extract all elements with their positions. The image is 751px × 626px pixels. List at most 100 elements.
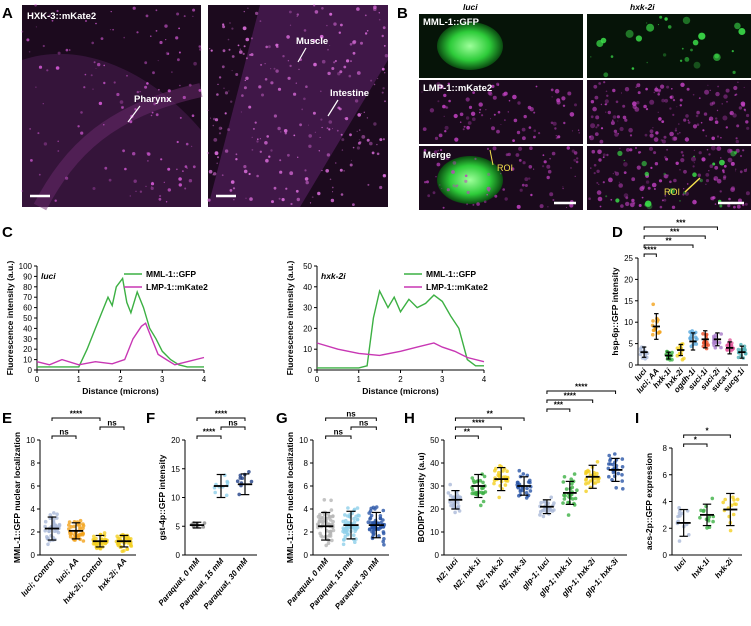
data-point bbox=[470, 476, 475, 480]
data-point bbox=[120, 549, 125, 554]
significance-label: **** bbox=[215, 410, 228, 419]
data-point bbox=[701, 332, 705, 336]
data-point bbox=[584, 489, 588, 494]
data-point bbox=[638, 352, 643, 357]
y-tick-label: 8 bbox=[304, 459, 309, 468]
significance-label: ns bbox=[346, 410, 356, 419]
significance-bracket bbox=[454, 417, 525, 421]
data-point bbox=[584, 469, 588, 474]
data-point bbox=[596, 479, 601, 484]
y-tick-label: 6 bbox=[31, 482, 36, 491]
data-point bbox=[563, 493, 567, 498]
y-tick-label: 90 bbox=[23, 272, 32, 281]
data-point bbox=[68, 534, 73, 539]
y-tick-label: 10 bbox=[171, 494, 180, 503]
data-point bbox=[620, 473, 624, 477]
data-point bbox=[705, 526, 709, 530]
y-tick-label: 0 bbox=[31, 551, 36, 560]
data-point bbox=[57, 523, 62, 528]
data-point bbox=[381, 530, 386, 534]
category-label: luci bbox=[672, 556, 688, 573]
data-point bbox=[78, 518, 83, 523]
data-point bbox=[67, 520, 72, 524]
y-tick-label: 50 bbox=[303, 262, 312, 271]
significance-bracket bbox=[51, 417, 101, 421]
data-point bbox=[595, 471, 599, 476]
data-point bbox=[343, 513, 347, 517]
data-point bbox=[377, 534, 381, 538]
label-pharynx: Pharynx bbox=[134, 94, 172, 105]
data-point bbox=[117, 542, 121, 546]
data-point bbox=[742, 347, 746, 352]
data-point bbox=[76, 522, 80, 527]
data-point bbox=[699, 508, 703, 513]
data-point bbox=[345, 532, 350, 537]
significance-bracket bbox=[350, 426, 377, 430]
micrograph-a-right: Muscle Intestine bbox=[207, 4, 389, 207]
significance-bracket bbox=[643, 235, 706, 239]
data-point bbox=[129, 544, 134, 548]
data-point bbox=[343, 534, 348, 539]
data-point bbox=[322, 498, 327, 502]
significance-label: **** bbox=[644, 246, 657, 255]
data-point bbox=[321, 522, 325, 527]
data-point bbox=[80, 532, 85, 537]
significance-bracket bbox=[99, 426, 125, 430]
y-tick-label: 8 bbox=[663, 444, 668, 453]
data-point bbox=[528, 489, 533, 493]
data-point bbox=[670, 350, 674, 355]
data-point bbox=[52, 511, 56, 515]
y-axis-label: Fluorescence intensity (a.u.) bbox=[5, 260, 15, 375]
y-tick-label: 60 bbox=[23, 304, 32, 313]
data-point bbox=[479, 503, 483, 508]
significance-label: ns bbox=[107, 419, 117, 428]
data-point bbox=[373, 507, 377, 511]
data-point bbox=[53, 537, 57, 542]
panel-letter-f: F bbox=[146, 410, 155, 427]
arrow-intestine bbox=[327, 99, 339, 117]
data-point bbox=[353, 540, 357, 544]
nucleus-b-merge bbox=[437, 156, 503, 204]
data-point bbox=[475, 479, 479, 484]
y-axis-label: MML-1::GFP nuclear localization bbox=[12, 432, 22, 563]
data-point bbox=[94, 536, 98, 541]
x-tick-label: 0 bbox=[35, 375, 40, 384]
data-point bbox=[315, 522, 320, 527]
data-point bbox=[327, 529, 332, 534]
significance-label: *** bbox=[670, 228, 680, 237]
arrow-muscle bbox=[297, 47, 307, 63]
data-point bbox=[368, 517, 372, 521]
y-tick-label: 0 bbox=[663, 551, 668, 560]
data-point bbox=[677, 511, 682, 516]
data-point bbox=[689, 344, 694, 349]
y-tick-label: 2 bbox=[663, 524, 668, 533]
y-tick-label: 10 bbox=[303, 345, 312, 354]
significance-label: *** bbox=[676, 219, 686, 228]
data-point bbox=[639, 345, 644, 350]
data-point bbox=[341, 542, 346, 547]
data-point bbox=[497, 474, 502, 479]
y-tick-label: 25 bbox=[624, 254, 633, 263]
data-point bbox=[620, 457, 625, 461]
y-tick-label: 30 bbox=[303, 304, 312, 313]
category-label: Paraquat, 30 mM bbox=[202, 556, 250, 611]
y-axis-label: hsp-6p::GFP intensity bbox=[610, 267, 620, 355]
column-header-luci: luci bbox=[463, 2, 478, 12]
data-point bbox=[448, 493, 453, 498]
data-point bbox=[43, 524, 47, 529]
data-point bbox=[492, 481, 496, 486]
data-point bbox=[677, 506, 681, 510]
y-tick-label: 5 bbox=[176, 522, 181, 531]
data-point bbox=[712, 343, 716, 348]
data-point bbox=[736, 355, 741, 360]
significance-label: **** bbox=[203, 428, 216, 437]
category-label: luci; Control bbox=[19, 556, 57, 598]
data-point bbox=[573, 496, 578, 501]
y-tick-label: 20 bbox=[23, 345, 32, 354]
data-point bbox=[481, 499, 486, 504]
data-point bbox=[378, 514, 383, 518]
significance-bracket bbox=[454, 426, 502, 430]
data-point bbox=[680, 357, 685, 362]
